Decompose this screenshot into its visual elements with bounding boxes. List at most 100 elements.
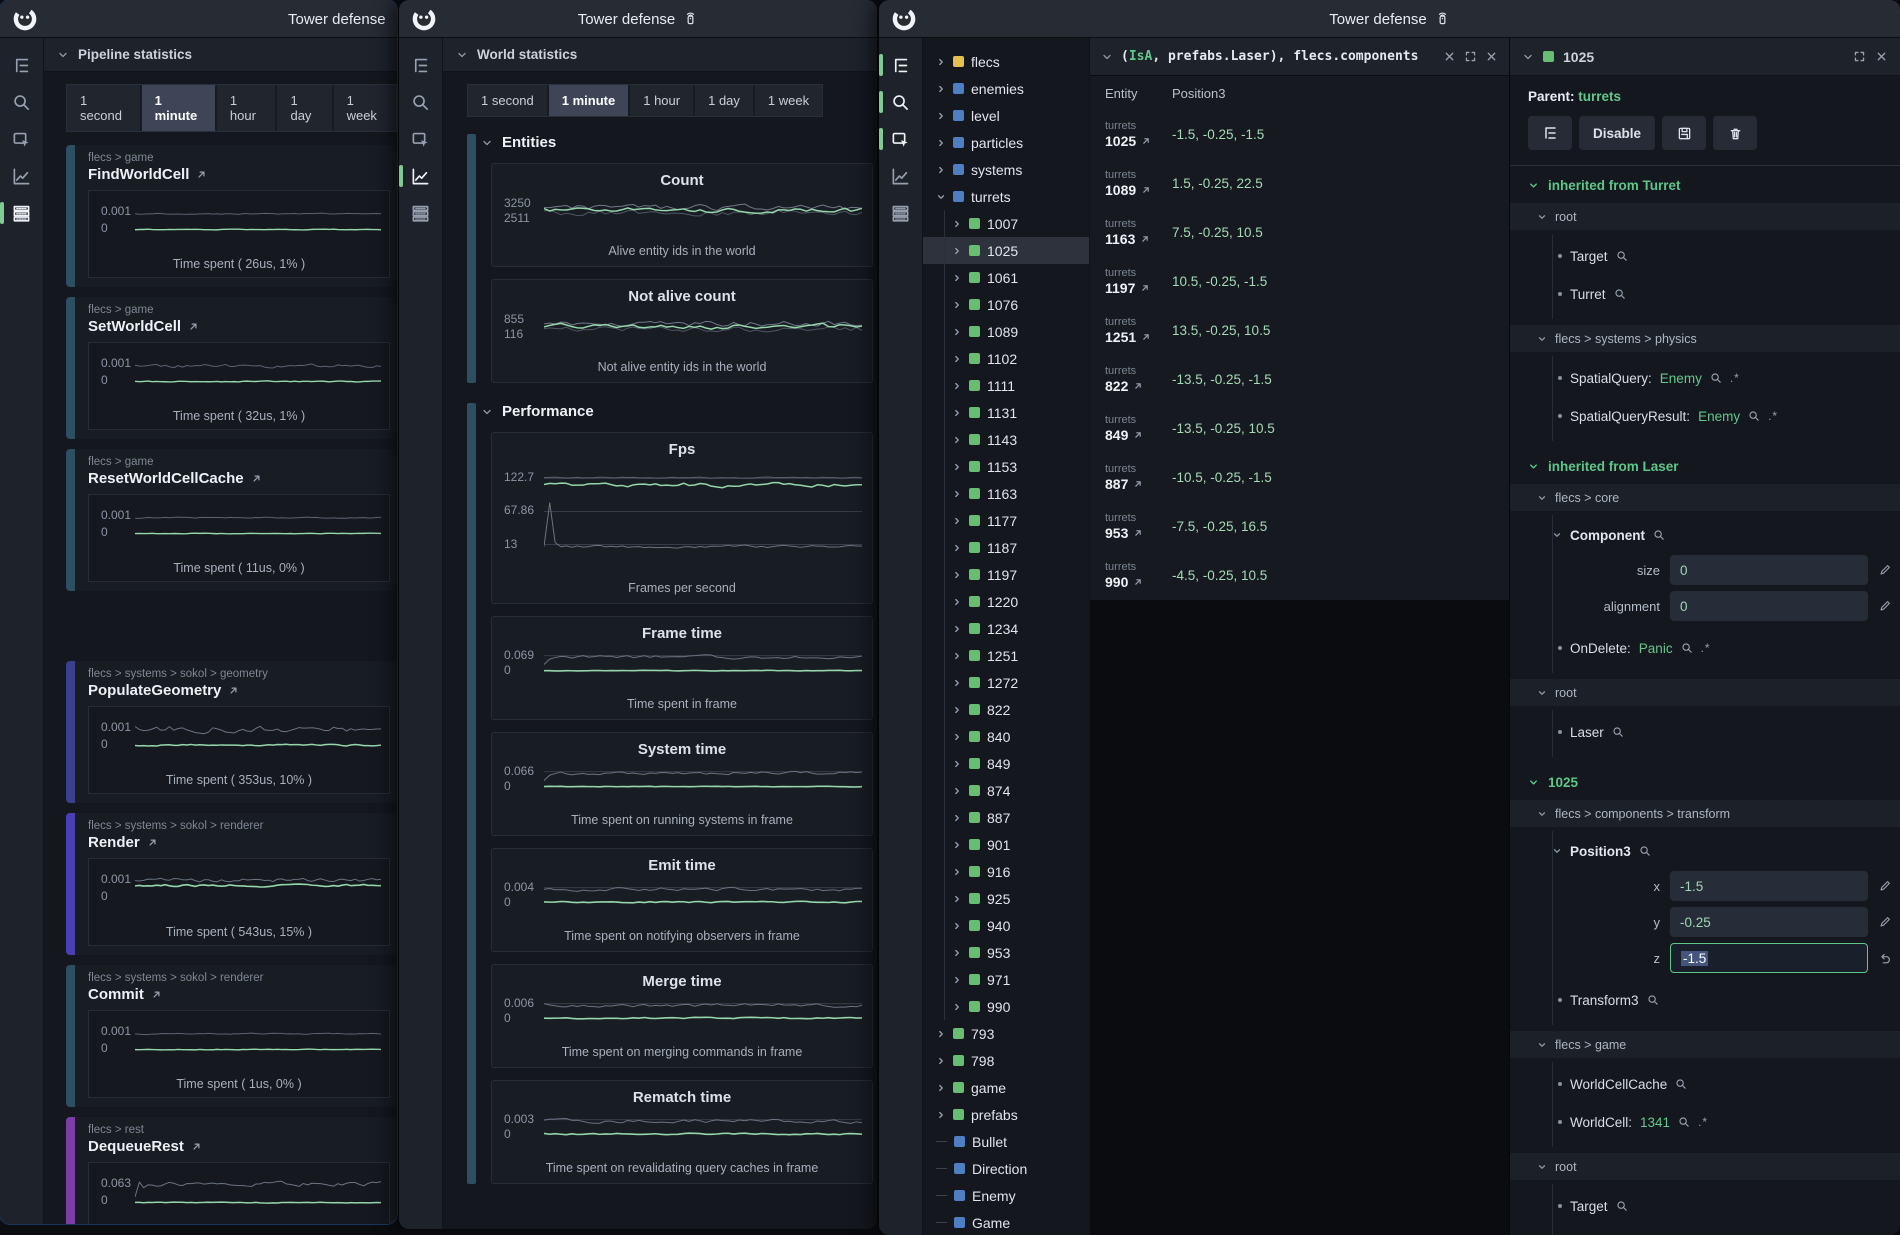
open-external-icon[interactable] xyxy=(151,989,162,1000)
search-icon[interactable] xyxy=(1612,726,1624,738)
component-item-WorldCell[interactable]: WorldCell: 1341 .* xyxy=(1510,1103,1900,1141)
section-header[interactable]: Performance xyxy=(481,403,877,420)
titlebar[interactable]: Tower defense xyxy=(399,0,877,38)
field-input-alignment[interactable]: 0 xyxy=(1670,591,1868,621)
chevron-right-icon[interactable] xyxy=(936,111,946,121)
sidebar-inspect-icon[interactable] xyxy=(879,126,914,152)
tree-item-925[interactable]: 925 xyxy=(923,885,1089,912)
tree-item-Game[interactable]: Game xyxy=(923,1209,1089,1235)
chevron-right-icon[interactable] xyxy=(936,1056,946,1066)
tree-item-798[interactable]: 798 xyxy=(923,1047,1089,1074)
chevron-right-icon[interactable] xyxy=(952,813,962,823)
component-group-flecs-game[interactable]: flecs > game xyxy=(1510,1031,1900,1058)
world-panel-header[interactable]: World statistics xyxy=(443,38,877,72)
tree-item-916[interactable]: 916 xyxy=(923,858,1089,885)
open-external-icon[interactable] xyxy=(1133,381,1143,391)
open-external-icon[interactable] xyxy=(1133,577,1143,587)
search-icon[interactable] xyxy=(1614,288,1626,300)
query-result-row[interactable]: turrets 953 -7.5, -0.25, 16.5 xyxy=(1090,502,1509,551)
component-group-root[interactable]: root xyxy=(1510,203,1900,230)
chevron-right-icon[interactable] xyxy=(952,516,962,526)
component-item-Target[interactable]: Target xyxy=(1510,1187,1900,1225)
undo-icon[interactable] xyxy=(1878,951,1892,965)
open-external-icon[interactable] xyxy=(196,169,207,180)
parent-link[interactable]: turrets xyxy=(1578,89,1622,104)
tree-item-flecs[interactable]: flecs xyxy=(923,48,1089,75)
entity-id[interactable]: 1025 xyxy=(1105,132,1137,149)
chevron-right-icon[interactable] xyxy=(952,543,962,553)
pipeline-panel-header[interactable]: Pipeline statistics xyxy=(44,38,397,72)
sidebar-outliner-icon[interactable] xyxy=(879,52,914,78)
component-group-flecs-core[interactable]: flecs > core xyxy=(1510,484,1900,511)
tab-1-day[interactable]: 1 day xyxy=(277,85,332,131)
sidebar-statistics-icon[interactable] xyxy=(399,163,434,189)
tab-1-second[interactable]: 1 second xyxy=(468,85,547,116)
component-item-SpatialQueryResult[interactable]: SpatialQueryResult: Enemy .* xyxy=(1510,397,1900,435)
component-item-Turret[interactable]: Turret xyxy=(1510,275,1900,313)
chevron-right-icon[interactable] xyxy=(952,597,962,607)
tab-1-second[interactable]: 1 second xyxy=(67,85,140,131)
field-input-size[interactable]: 0 xyxy=(1670,555,1868,585)
open-external-icon[interactable] xyxy=(1133,479,1143,489)
tree-item-840[interactable]: 840 xyxy=(923,723,1089,750)
field-input-y[interactable]: -0.25 xyxy=(1670,907,1868,937)
component-item-WorldCellCache[interactable]: WorldCellCache xyxy=(1510,1065,1900,1103)
chevron-right-icon[interactable] xyxy=(952,975,962,985)
sidebar-inspect-icon[interactable] xyxy=(408,126,434,152)
sidebar-inspect-icon[interactable] xyxy=(9,126,35,152)
open-external-icon[interactable] xyxy=(1140,234,1150,244)
tree-item-990[interactable]: 990 xyxy=(923,993,1089,1020)
tree-item-887[interactable]: 887 xyxy=(923,804,1089,831)
tree-item-particles[interactable]: particles xyxy=(923,129,1089,156)
tree-item-1089[interactable]: 1089 xyxy=(923,318,1089,345)
chevron-right-icon[interactable] xyxy=(952,948,962,958)
chevron-right-icon[interactable] xyxy=(952,786,962,796)
chevron-right-icon[interactable] xyxy=(936,1029,946,1039)
close-panel-icon[interactable] xyxy=(1485,50,1498,63)
section-header[interactable]: Entities xyxy=(481,134,877,151)
chevron-right-icon[interactable] xyxy=(952,894,962,904)
component-item-SpatialQuery[interactable]: SpatialQuery: Enemy .* xyxy=(1510,359,1900,397)
chevron-right-icon[interactable] xyxy=(952,435,962,445)
component-value-link[interactable]: Panic xyxy=(1638,640,1673,656)
disable-button[interactable]: Disable xyxy=(1579,116,1656,150)
inspector-section-1025[interactable]: 1025 xyxy=(1528,775,1882,790)
tree-item-1131[interactable]: 1131 xyxy=(923,399,1089,426)
tree-item-1220[interactable]: 1220 xyxy=(923,588,1089,615)
query-result-row[interactable]: turrets 849 -13.5, -0.25, 10.5 xyxy=(1090,404,1509,453)
sidebar-outliner-icon[interactable] xyxy=(408,52,434,78)
component-value-link[interactable]: Enemy xyxy=(1659,370,1702,386)
chevron-right-icon[interactable] xyxy=(952,381,962,391)
titlebar[interactable]: Tower defense xyxy=(0,0,397,38)
open-external-icon[interactable] xyxy=(188,321,199,332)
search-icon[interactable] xyxy=(1748,410,1760,422)
field-input-x[interactable]: -1.5 xyxy=(1670,871,1868,901)
tab-1-hour[interactable]: 1 hour xyxy=(216,85,276,131)
chevron-right-icon[interactable] xyxy=(952,921,962,931)
expand-panel-icon[interactable] xyxy=(1464,50,1477,63)
close-panel-icon[interactable] xyxy=(1875,50,1888,63)
open-external-icon[interactable] xyxy=(251,473,262,484)
open-external-icon[interactable] xyxy=(1133,528,1143,538)
chevron-down-icon[interactable] xyxy=(936,192,946,202)
tree-item-1143[interactable]: 1143 xyxy=(923,426,1089,453)
delete-button[interactable] xyxy=(1713,116,1758,150)
hierarchy-button[interactable] xyxy=(1528,116,1572,150)
tree-item-849[interactable]: 849 xyxy=(923,750,1089,777)
search-icon[interactable] xyxy=(1710,372,1722,384)
tree-item-793[interactable]: 793 xyxy=(923,1020,1089,1047)
chevron-right-icon[interactable] xyxy=(952,489,962,499)
component-Component[interactable]: Component xyxy=(1510,518,1900,552)
chevron-right-icon[interactable] xyxy=(936,1083,946,1093)
tree-item-1153[interactable]: 1153 xyxy=(923,453,1089,480)
chevron-right-icon[interactable] xyxy=(952,219,962,229)
tab-1-week[interactable]: 1 week xyxy=(754,85,823,116)
tree-item-1061[interactable]: 1061 xyxy=(923,264,1089,291)
tree-item-1025[interactable]: 1025 xyxy=(923,237,1089,264)
chevron-right-icon[interactable] xyxy=(936,1110,946,1120)
search-icon[interactable] xyxy=(1675,1078,1687,1090)
chevron-right-icon[interactable] xyxy=(952,624,962,634)
sidebar-world-stats-icon[interactable] xyxy=(888,200,914,226)
search-icon[interactable] xyxy=(1653,529,1665,541)
component-Position3[interactable]: Position3 xyxy=(1510,834,1900,868)
